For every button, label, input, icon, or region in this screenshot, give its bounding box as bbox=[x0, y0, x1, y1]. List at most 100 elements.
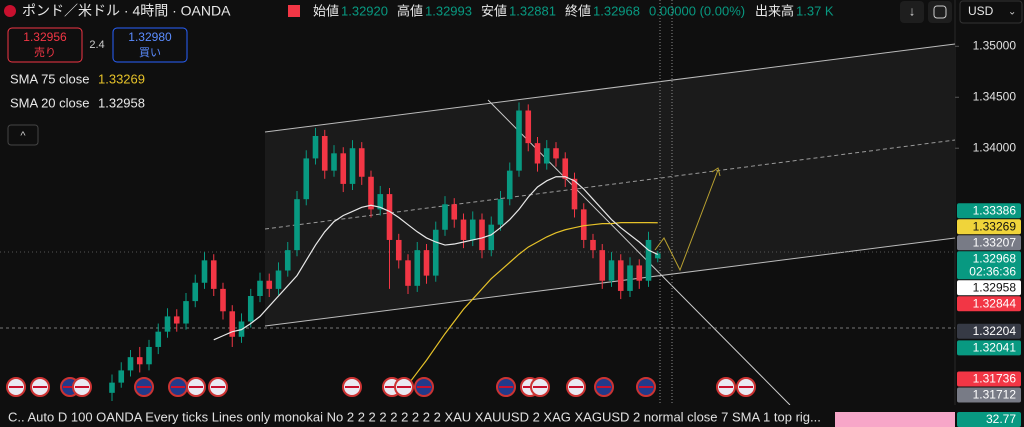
ohlc-value: 1.32968 bbox=[593, 3, 640, 18]
legend-value: 1.32958 bbox=[98, 95, 145, 110]
ohlc-label: 始値 bbox=[313, 3, 339, 18]
candle-body bbox=[229, 311, 236, 337]
candle-body bbox=[257, 280, 263, 297]
buy-button[interactable] bbox=[112, 27, 188, 63]
candle-body bbox=[553, 148, 559, 159]
price-tag bbox=[957, 219, 1021, 235]
ohlc-label: 高値 bbox=[397, 3, 423, 18]
volume: 1.37 K bbox=[796, 3, 834, 18]
event-flags bbox=[6, 377, 756, 397]
candle-body bbox=[479, 219, 485, 251]
ohlc-value: 1.32920 bbox=[341, 3, 388, 18]
price-tag-text: 1.33269 bbox=[973, 219, 1017, 233]
price-tag-text: 1.32844 bbox=[973, 296, 1017, 310]
buy-label: 買い bbox=[139, 46, 161, 59]
legend-value: 1.33269 bbox=[98, 71, 145, 86]
candle-body bbox=[127, 357, 134, 371]
candle-body bbox=[247, 296, 254, 322]
candle-body bbox=[414, 250, 421, 286]
sma-line bbox=[213, 176, 659, 341]
ohlc-label: 安値 bbox=[481, 3, 507, 18]
candle-body bbox=[201, 260, 208, 283]
settings-button[interactable] bbox=[928, 1, 952, 23]
candle-body bbox=[109, 382, 115, 393]
price-tag bbox=[957, 371, 1021, 387]
projection bbox=[654, 169, 719, 272]
y-tick-label: 1.35000 bbox=[973, 38, 1017, 52]
candle-body bbox=[331, 153, 337, 171]
symbol: ポンド／米ドル · 4時間 · OANDA bbox=[22, 3, 231, 19]
ohlc-label: 終値 bbox=[565, 3, 591, 18]
price-tag bbox=[957, 235, 1021, 251]
legend-name: SMA 20 close bbox=[10, 95, 90, 110]
price-tag-text: 1.32968 bbox=[973, 251, 1017, 265]
candle-body bbox=[395, 239, 402, 261]
price-axis: 1.35000 1.34500 1.34000 1.33386 1.33269 1.332… bbox=[955, 38, 1021, 427]
currency-select[interactable] bbox=[959, 0, 1023, 24]
collapse-button[interactable] bbox=[900, 1, 924, 23]
channel-upper bbox=[264, 43, 956, 133]
sell-button[interactable] bbox=[7, 27, 83, 63]
countdown: 02:36:36 bbox=[969, 264, 1016, 278]
candle-body bbox=[617, 260, 624, 291]
oscillator-tag bbox=[957, 412, 1021, 427]
candle-body bbox=[571, 178, 578, 210]
y-tick-label: 1.34500 bbox=[973, 89, 1017, 103]
candle-body bbox=[636, 265, 643, 281]
candle-body bbox=[497, 199, 504, 225]
price-tag-text: 1.31712 bbox=[973, 388, 1017, 402]
candle-body bbox=[442, 204, 448, 230]
arrow-icon: ↓ bbox=[909, 3, 916, 18]
candle-body bbox=[118, 370, 125, 383]
oscillator-text: 32.77 bbox=[986, 412, 1016, 426]
alert-icon[interactable] bbox=[288, 5, 300, 17]
candle-body bbox=[451, 204, 458, 220]
candle-body bbox=[534, 143, 541, 164]
candle-body bbox=[321, 135, 328, 171]
candle-body bbox=[543, 148, 550, 164]
caret: ⌄ bbox=[1008, 7, 1016, 18]
candle-body bbox=[506, 170, 513, 200]
candle-body bbox=[164, 316, 171, 332]
currency: USD bbox=[968, 4, 994, 18]
sell-label: 売り bbox=[34, 46, 56, 59]
candle-body bbox=[488, 224, 495, 251]
candle-body bbox=[192, 282, 199, 302]
price-tag-text: 1.32958 bbox=[973, 280, 1017, 294]
candle-body bbox=[580, 209, 587, 240]
candle-body bbox=[627, 265, 633, 291]
candle-body bbox=[312, 135, 319, 159]
candle-body bbox=[590, 239, 596, 251]
flag-icon bbox=[4, 5, 16, 17]
candle-body bbox=[405, 260, 411, 286]
projection-arrow bbox=[711, 167, 721, 177]
price-tag bbox=[957, 340, 1021, 356]
candle-body bbox=[349, 148, 356, 184]
price-tag-text: 1.31736 bbox=[973, 372, 1017, 386]
candle-body bbox=[654, 253, 661, 259]
oscillator-bar bbox=[835, 412, 955, 427]
candle-body bbox=[183, 301, 189, 324]
candle-body bbox=[525, 110, 532, 144]
collapse-legend[interactable] bbox=[7, 124, 39, 146]
candle-body bbox=[377, 194, 384, 210]
price-tag-text: 1.32041 bbox=[973, 341, 1017, 355]
candle-body bbox=[469, 219, 476, 240]
candle-body bbox=[275, 270, 282, 289]
candle-body bbox=[516, 110, 522, 171]
candle-body bbox=[368, 176, 374, 210]
candle-body bbox=[562, 158, 569, 179]
price-tag bbox=[957, 323, 1021, 339]
ohlc: 始値 1.32920 高値 1.32993 安値 1.32881 終値 1.32968 bbox=[313, 3, 640, 18]
price-tag-text: 1.33207 bbox=[973, 235, 1017, 249]
price-tag bbox=[957, 280, 1021, 296]
legend-name: SMA 75 close bbox=[10, 71, 90, 86]
candle-body bbox=[210, 260, 217, 289]
candle-body bbox=[460, 219, 467, 240]
price-tag bbox=[957, 387, 1021, 403]
legend: SMA 75 close 1.33269 SMA 20 close 1.32958 bbox=[10, 71, 145, 110]
price-tag bbox=[957, 203, 1021, 219]
channel-lower bbox=[264, 237, 956, 327]
